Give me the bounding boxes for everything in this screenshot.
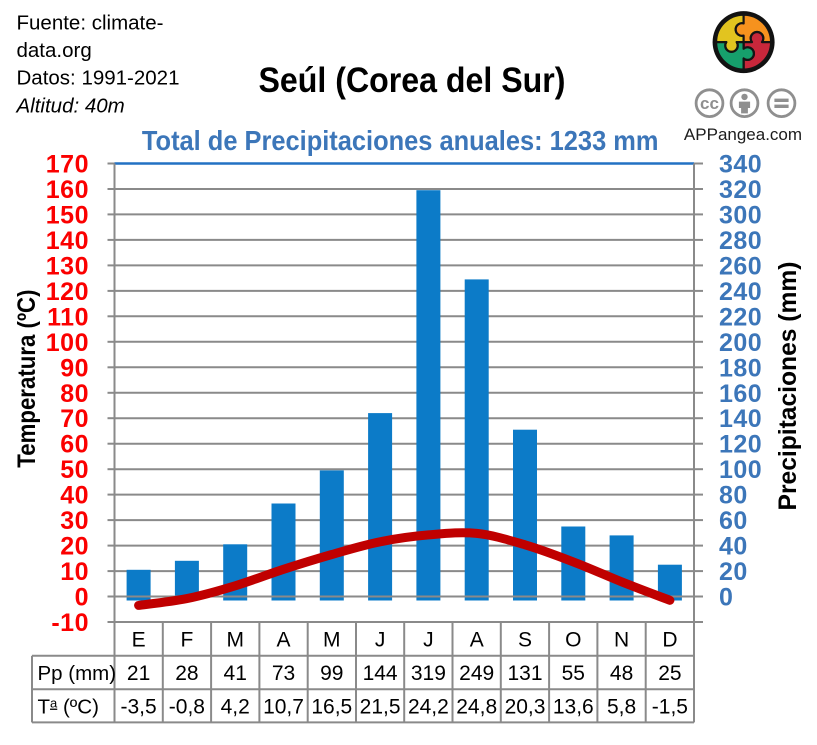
- svg-text:131: 131: [507, 662, 542, 685]
- svg-text:21: 21: [127, 662, 150, 685]
- svg-text:5,8: 5,8: [607, 695, 636, 718]
- svg-text:200: 200: [719, 329, 762, 357]
- svg-text:120: 120: [46, 278, 89, 306]
- svg-text:160: 160: [719, 380, 762, 408]
- svg-text:260: 260: [719, 252, 762, 280]
- svg-text:55: 55: [562, 662, 585, 685]
- svg-text:4,2: 4,2: [221, 695, 250, 718]
- svg-text:13,6: 13,6: [553, 695, 594, 718]
- svg-text:120: 120: [719, 431, 762, 459]
- svg-text:Fuente: climate-: Fuente: climate-: [17, 12, 164, 35]
- svg-text:150: 150: [46, 201, 89, 229]
- svg-text:data.org: data.org: [17, 39, 92, 62]
- svg-text:99: 99: [320, 662, 343, 685]
- svg-text:80: 80: [60, 380, 89, 408]
- svg-text:240: 240: [719, 278, 762, 306]
- svg-text:140: 140: [46, 227, 89, 255]
- svg-text:Temperatura (ºC): Temperatura (ºC): [14, 289, 41, 467]
- svg-text:90: 90: [60, 354, 89, 382]
- svg-text:130: 130: [46, 252, 89, 280]
- svg-text:319: 319: [411, 662, 446, 685]
- svg-text:110: 110: [47, 303, 89, 331]
- svg-text:Pp (mm): Pp (mm): [38, 662, 117, 685]
- svg-text:20: 20: [60, 533, 89, 561]
- svg-text:A: A: [470, 628, 484, 651]
- svg-text:E: E: [132, 628, 146, 651]
- svg-text:Altitud: 40m: Altitud: 40m: [15, 94, 125, 117]
- svg-text:20: 20: [719, 558, 748, 586]
- svg-text:A: A: [276, 628, 290, 651]
- svg-text:M: M: [226, 628, 244, 651]
- svg-text:50: 50: [60, 456, 89, 484]
- svg-text:40: 40: [60, 482, 89, 510]
- svg-text:100: 100: [719, 456, 762, 484]
- svg-text:220: 220: [719, 303, 762, 331]
- svg-text:S: S: [518, 628, 532, 651]
- svg-text:cc: cc: [700, 94, 719, 113]
- svg-text:M: M: [323, 628, 341, 651]
- svg-text:28: 28: [175, 662, 198, 685]
- svg-text:24,2: 24,2: [408, 695, 449, 718]
- svg-text:180: 180: [719, 354, 762, 382]
- svg-text:0: 0: [75, 584, 89, 612]
- svg-text:Ta (ºC): Ta (ºC): [38, 696, 99, 719]
- svg-text:60: 60: [719, 507, 748, 535]
- svg-text:24,8: 24,8: [456, 695, 497, 718]
- svg-text:100: 100: [46, 329, 89, 357]
- svg-text:J: J: [375, 628, 386, 651]
- svg-text:170: 170: [46, 151, 89, 179]
- svg-text:D: D: [662, 628, 677, 651]
- svg-text:320: 320: [719, 176, 762, 204]
- svg-text:140: 140: [719, 405, 762, 433]
- svg-text:Datos: 1991-2021: Datos: 1991-2021: [17, 67, 180, 90]
- svg-text:70: 70: [60, 405, 89, 433]
- svg-text:21,5: 21,5: [360, 695, 401, 718]
- svg-text:-0,8: -0,8: [169, 695, 205, 718]
- svg-text:48: 48: [610, 662, 633, 685]
- svg-text:-10: -10: [51, 609, 89, 637]
- svg-text:340: 340: [719, 151, 762, 179]
- svg-text:10,7: 10,7: [263, 695, 304, 718]
- svg-text:30: 30: [60, 507, 89, 535]
- svg-text:Precipitaciones (mm): Precipitaciones (mm): [775, 262, 802, 511]
- svg-text:25: 25: [658, 662, 681, 685]
- svg-text:0: 0: [719, 584, 733, 612]
- svg-text:Seúl (Corea del Sur): Seúl (Corea del Sur): [259, 60, 566, 100]
- svg-text:20,3: 20,3: [505, 695, 546, 718]
- svg-text:300: 300: [719, 201, 762, 229]
- svg-text:APPangea.com: APPangea.com: [684, 125, 802, 144]
- svg-text:-1,5: -1,5: [652, 695, 688, 718]
- svg-text:N: N: [614, 628, 629, 651]
- svg-text:249: 249: [459, 662, 494, 685]
- svg-text:J: J: [423, 628, 434, 651]
- svg-text:60: 60: [60, 431, 89, 459]
- svg-text:Total de Precipitaciones anual: Total de Precipitaciones anuales: 1233 m…: [142, 125, 659, 156]
- svg-text:41: 41: [224, 662, 247, 685]
- svg-text:-3,5: -3,5: [121, 695, 157, 718]
- svg-text:16,5: 16,5: [311, 695, 352, 718]
- svg-text:O: O: [565, 628, 581, 651]
- svg-text:40: 40: [719, 533, 748, 561]
- svg-text:73: 73: [272, 662, 295, 685]
- svg-text:144: 144: [363, 662, 398, 685]
- svg-text:160: 160: [46, 176, 89, 204]
- svg-text:80: 80: [719, 482, 748, 510]
- svg-text:F: F: [180, 628, 193, 651]
- svg-text:10: 10: [60, 558, 89, 586]
- svg-text:280: 280: [719, 227, 762, 255]
